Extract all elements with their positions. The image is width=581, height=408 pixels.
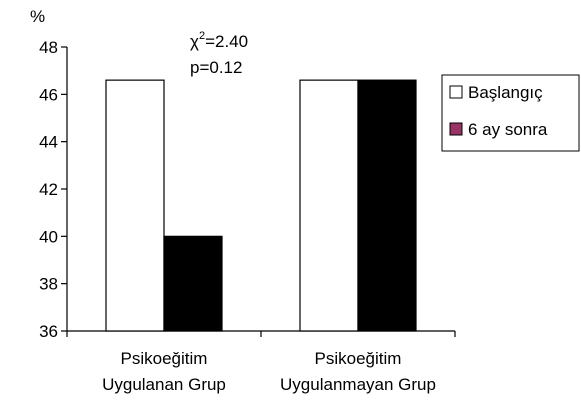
x-ticks <box>66 331 456 337</box>
category-label: Uygulanmayan Grup <box>280 375 436 394</box>
y-tick-label: 36 <box>39 322 58 341</box>
p-value-annotation: p=0.12 <box>190 58 242 77</box>
bar-baslangic <box>105 79 165 332</box>
y-tick-label: 38 <box>39 275 58 294</box>
legend-label-6-ay-sonra: 6 ay sonra <box>468 120 548 139</box>
y-axis-label: % <box>30 7 45 26</box>
y-tick-label: 44 <box>39 133 58 152</box>
category-label: Psikoeğitim <box>315 349 402 368</box>
legend-box <box>441 74 580 152</box>
y-ticks: 36 38 40 42 44 46 48 <box>39 38 67 341</box>
legend: Başlangıç 6 ay sonra <box>441 74 580 152</box>
chi-square-annotation: χ2=2.40 <box>190 30 248 51</box>
category-labels: Psikoeğitim Uygulanan Grup Psikoeğitim Uygu… <box>102 349 436 394</box>
chi-exponent: 2 <box>199 30 205 42</box>
legend-swatch-baslangic <box>449 85 463 99</box>
y-tick-label: 42 <box>39 180 58 199</box>
bar-baslangic <box>299 79 359 332</box>
legend-swatch-6-ay-sonra <box>449 122 463 136</box>
chi-value: =2.40 <box>205 32 248 51</box>
y-tick-label: 46 <box>39 85 58 104</box>
chi-symbol: χ <box>190 32 199 51</box>
legend-label-baslangic: Başlangıç <box>468 83 543 102</box>
category-label: Uygulanan Grup <box>102 375 226 394</box>
bar-6-ay-sonra <box>357 79 417 332</box>
y-tick-label: 48 <box>39 38 58 57</box>
y-tick-label: 40 <box>39 227 58 246</box>
bar-6-ay-sonra <box>163 235 223 332</box>
bars <box>105 79 417 332</box>
category-label: Psikoeğitim <box>121 349 208 368</box>
